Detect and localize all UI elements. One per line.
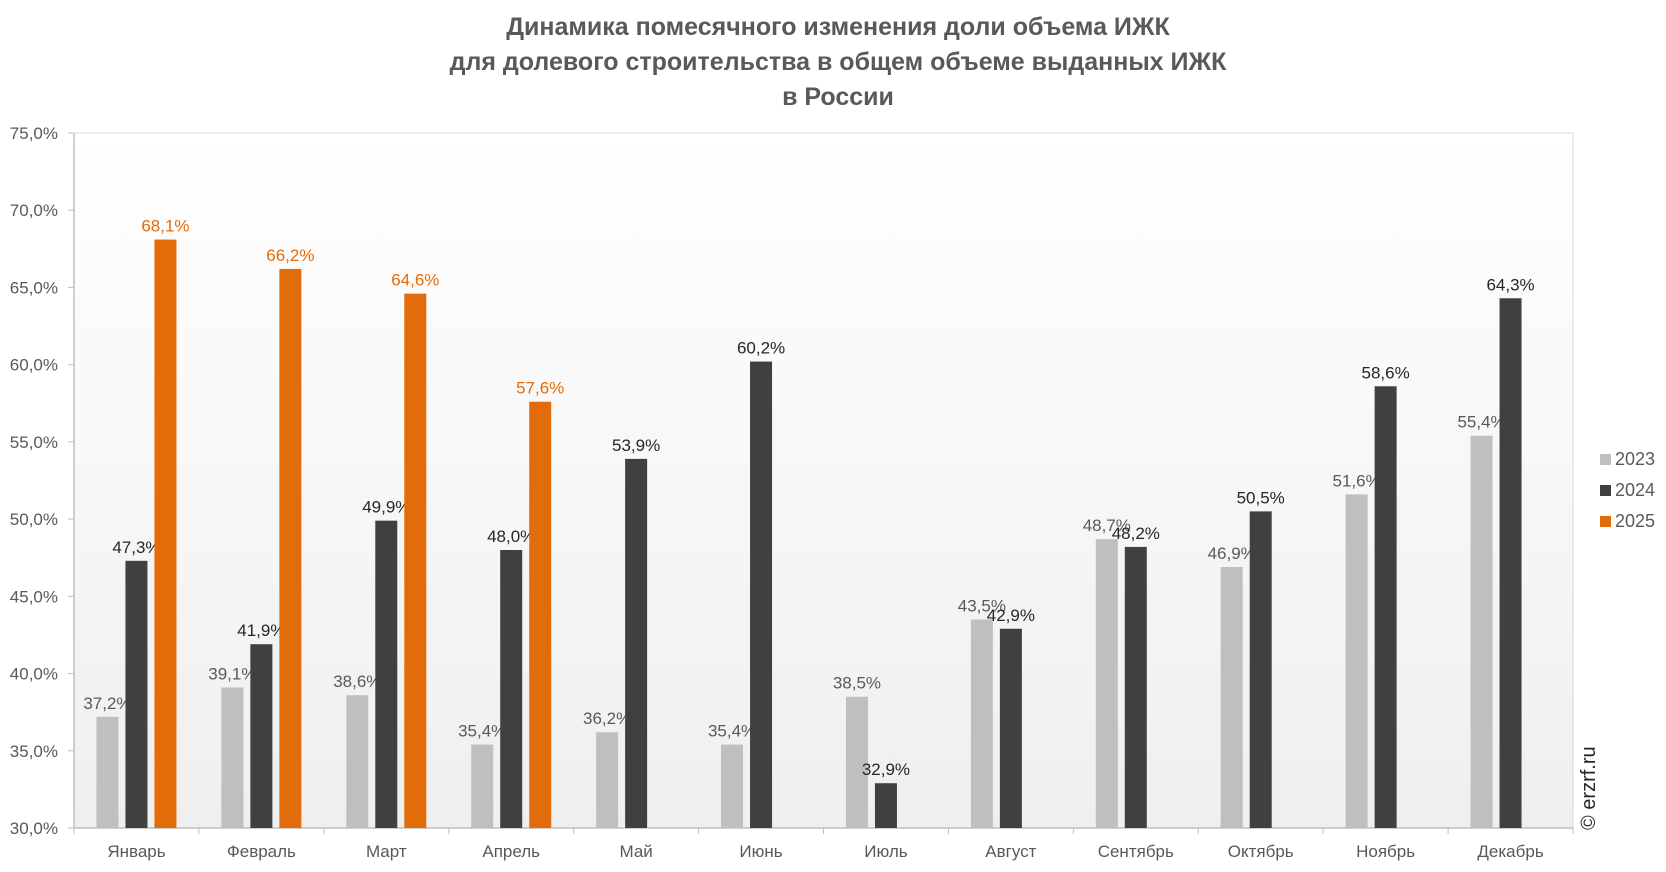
chart-title-line: в России [782,83,894,111]
bar-2023 [1095,539,1118,828]
data-label-2025: 68,1% [141,217,189,236]
y-tick-label: 35,0% [10,742,58,761]
bar-2025 [154,239,177,829]
data-label-2025: 64,6% [391,271,439,290]
data-label-2024: 58,6% [1362,363,1410,382]
legend-label: 2025 [1615,511,1655,531]
data-label-2023: 38,6% [333,672,381,691]
bar-2024 [1374,386,1397,828]
data-label-2023: 38,5% [833,674,881,693]
y-tick-label: 65,0% [10,278,58,297]
data-label-2025: 66,2% [266,246,314,265]
x-tick-label: Февраль [227,842,296,861]
x-tick-label: Август [985,842,1036,861]
data-label-2024: 64,3% [1486,275,1534,294]
data-label-2025: 57,6% [516,379,564,398]
plot-area [74,133,1573,828]
bar-2024 [250,644,273,828]
x-tick-label: Сентябрь [1098,842,1174,861]
y-tick-label: 45,0% [10,587,58,606]
legend-label: 2023 [1615,449,1655,469]
bar-2023 [346,695,369,828]
data-label-2024: 49,9% [362,498,410,517]
y-tick-label: 75,0% [10,124,58,143]
data-label-2023: 46,9% [1208,544,1256,563]
data-label-2024: 47,3% [112,538,160,557]
y-tick-label: 60,0% [10,356,58,375]
data-label-2023: 48,7% [1083,516,1131,535]
data-label-2024: 53,9% [612,436,660,455]
bar-2024 [1249,511,1272,828]
watermark: © erzrf.ru [1578,746,1600,830]
bar-2023 [221,687,244,828]
bar-2024 [874,783,897,828]
chart-title-line: Динамика помесячного изменения доли объе… [506,13,1170,41]
bar-2023 [96,716,119,828]
bar-2023 [721,744,744,828]
bar-2024 [1499,298,1522,828]
bar-2025 [529,401,552,828]
data-label-2024: 48,0% [487,527,535,546]
y-tick-label: 50,0% [10,510,58,529]
bar-2024 [750,361,773,828]
chart-title: Динамика помесячного изменения доли объе… [0,10,1666,115]
data-label-2023: 37,2% [83,694,131,713]
bar-2024 [375,520,398,828]
x-tick-label: Май [619,842,652,861]
bar-2023 [1470,435,1493,828]
y-tick-label: 40,0% [10,665,58,684]
data-label-2023: 55,4% [1457,413,1505,432]
x-tick-label: Ноябрь [1356,842,1415,861]
x-tick-label: Декабрь [1477,842,1543,861]
bar-2023 [1345,494,1368,828]
x-tick-label: Апрель [482,842,540,861]
x-tick-label: Октябрь [1228,842,1294,861]
data-label-2023: 39,1% [208,664,256,683]
chart-title-line: для долевого строительства в общем объем… [449,48,1227,76]
legend-swatch-2023 [1600,454,1611,465]
legend-swatch-2025 [1600,516,1611,527]
bar-2023 [471,744,494,828]
bar-2025 [279,268,302,828]
bar-2024 [125,560,148,828]
data-label-2024: 41,9% [237,621,285,640]
data-label-2023: 36,2% [583,709,631,728]
x-tick-label: Июнь [739,842,782,861]
y-tick-label: 70,0% [10,201,58,220]
bar-2023 [596,732,619,828]
legend-swatch-2024 [1600,485,1611,496]
bar-2023 [845,696,868,828]
bar-2023 [970,619,993,828]
data-label-2024: 60,2% [737,339,785,358]
x-tick-label: Июль [864,842,908,861]
x-tick-label: Март [366,842,407,861]
bar-2024 [1124,546,1147,828]
data-label-2024: 50,5% [1237,488,1285,507]
bar-2024 [999,628,1022,828]
data-label-2023: 43,5% [958,597,1006,616]
legend-label: 2024 [1615,480,1655,500]
data-label-2023: 35,4% [458,722,506,741]
bar-2025 [404,293,427,829]
data-label-2024: 42,9% [987,606,1035,625]
data-label-2024: 48,2% [1112,524,1160,543]
y-tick-label: 30,0% [10,819,58,838]
y-tick-label: 55,0% [10,433,58,452]
bar-2023 [1220,566,1243,828]
data-label-2023: 51,6% [1333,471,1381,490]
bar-2024 [500,550,523,828]
data-label-2023: 35,4% [708,722,756,741]
bar-2024 [625,458,648,828]
data-label-2024: 32,9% [862,760,910,779]
x-tick-label: Январь [107,842,165,861]
